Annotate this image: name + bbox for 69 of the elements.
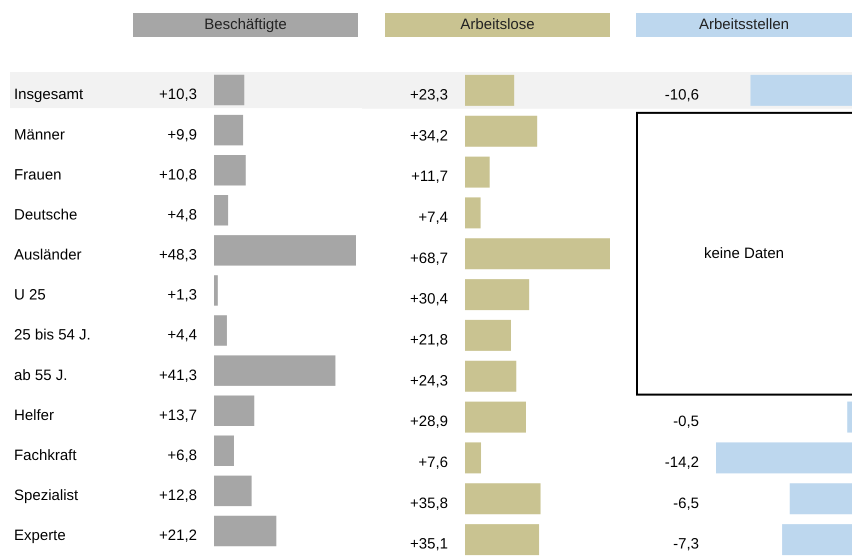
y-tick-label: Experte: [14, 527, 66, 544]
bar: [465, 320, 512, 351]
data-label: +11,7: [411, 168, 448, 186]
data-label: +24,3: [410, 372, 448, 390]
chart-title: Arbeitsstellen: [636, 13, 852, 37]
data-label: -6,5: [673, 494, 699, 512]
bar: [465, 238, 610, 270]
bar: [465, 442, 482, 474]
bar: [465, 74, 514, 106]
data-label: -10,6: [664, 86, 699, 104]
bar: [465, 524, 540, 556]
data-label: +7,4: [418, 209, 448, 226]
y-tick-label: Helfer: [14, 406, 54, 424]
bar: [465, 483, 541, 514]
bar: [214, 395, 254, 426]
bar: [465, 197, 481, 228]
bar: [465, 360, 516, 392]
data-label: -0,5: [673, 413, 699, 430]
bar: [465, 402, 526, 433]
bar: [214, 476, 252, 506]
bar: [214, 195, 228, 226]
data-label: +68,7: [410, 250, 448, 267]
data-label: +10,3: [159, 86, 197, 104]
chart-title: Arbeitslose: [385, 13, 610, 37]
data-label: +4,4: [167, 326, 197, 344]
bar: [465, 279, 530, 310]
data-label: +6,8: [167, 446, 197, 464]
bar: [214, 315, 227, 346]
bar: [214, 114, 244, 146]
data-label: +1,3: [167, 286, 197, 304]
data-label: +48,3: [159, 246, 197, 264]
data-label: +23,3: [410, 86, 448, 104]
data-label: -14,2: [664, 454, 699, 472]
y-tick-label: U 25: [14, 286, 46, 304]
data-label: +41,3: [159, 366, 197, 384]
y-tick-label: Spezialist: [14, 487, 80, 504]
y-tick-label: Insgesamt: [14, 86, 84, 104]
data-label: +35,8: [410, 494, 448, 512]
y-tick-label: Männer: [14, 126, 65, 144]
data-label: +30,4: [410, 290, 448, 308]
data-label: +28,9: [410, 413, 448, 430]
data-label: +7,6: [418, 454, 448, 472]
data-label: +10,8: [159, 166, 197, 184]
bar: [214, 275, 218, 306]
chart-title: Beschäftigte: [133, 13, 358, 37]
annotation: keine Daten: [704, 244, 784, 262]
y-tick-label: Frauen: [14, 166, 62, 184]
data-label: +35,1: [410, 536, 448, 553]
y-tick-label: Ausländer: [14, 246, 82, 264]
data-label: -7,3: [673, 536, 699, 553]
y-tick-label: ab 55 J.: [14, 366, 68, 384]
data-label: +13,7: [159, 406, 197, 424]
bar: [465, 116, 538, 147]
bar: [214, 355, 336, 386]
bar: [214, 74, 244, 106]
bar: [214, 235, 356, 266]
data-label: +21,2: [159, 527, 197, 544]
data-label: +12,8: [159, 487, 197, 504]
bar: [214, 154, 246, 186]
data-label: +4,8: [167, 206, 197, 224]
y-tick-label: 25 bis 54 J.: [14, 326, 91, 344]
bar: [214, 436, 234, 466]
y-tick-label: Deutsche: [14, 206, 78, 224]
data-label: +21,8: [410, 332, 448, 349]
data-label: +34,2: [410, 127, 448, 144]
bar: [465, 156, 490, 188]
bar: [214, 516, 276, 546]
y-tick-label: Fachkraft: [14, 446, 78, 464]
data-label: +9,9: [167, 126, 197, 144]
